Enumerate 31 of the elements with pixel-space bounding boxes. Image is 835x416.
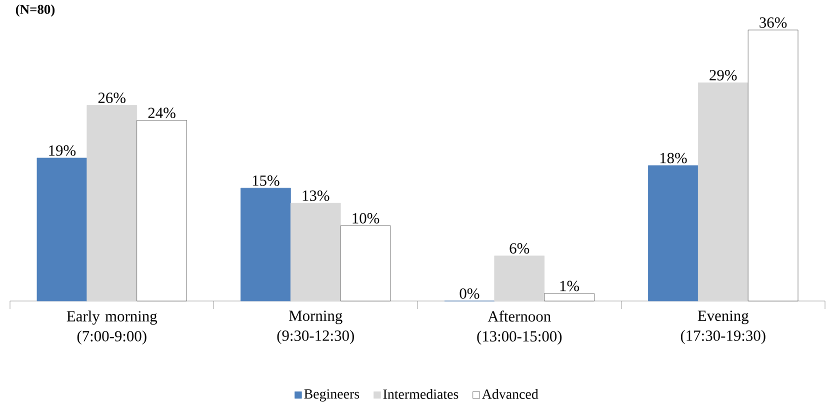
data-label: 36% <box>760 17 787 28</box>
data-label: 6% <box>510 243 530 254</box>
data-label: 18% <box>660 152 687 164</box>
bar <box>544 293 594 302</box>
x-tick-label: Morning (9:30-12:30) <box>277 310 354 344</box>
legend-label: Advanced <box>482 389 538 399</box>
bar <box>648 165 698 302</box>
x-tick-label: Afternoon (13:00-15:00) <box>477 310 562 345</box>
bar <box>698 82 748 302</box>
bar <box>136 120 187 302</box>
data-label: 1% <box>560 280 580 292</box>
data-label: 0% <box>460 288 480 299</box>
data-label: 24% <box>148 108 176 118</box>
data-label: 29% <box>710 70 737 80</box>
bar <box>340 226 391 302</box>
bar <box>494 256 545 302</box>
bar <box>290 202 341 302</box>
legend-label: Intermediates <box>383 389 458 399</box>
data-label: 13% <box>302 190 330 201</box>
data-label: 19% <box>49 145 76 156</box>
chart-title: (N=80) <box>16 4 55 17</box>
x-tick-label: Evening (17:30-19:30) <box>680 310 766 344</box>
data-label: 15% <box>252 175 280 186</box>
legend-label: Begineers <box>304 389 360 402</box>
data-label: 10% <box>352 213 380 224</box>
bar <box>748 30 798 302</box>
x-tick-label: Early morning (7:00-9:00) <box>66 310 158 345</box>
data-label: 26% <box>98 92 126 104</box>
bar <box>86 105 138 302</box>
bar <box>36 158 88 302</box>
bar <box>240 188 291 302</box>
